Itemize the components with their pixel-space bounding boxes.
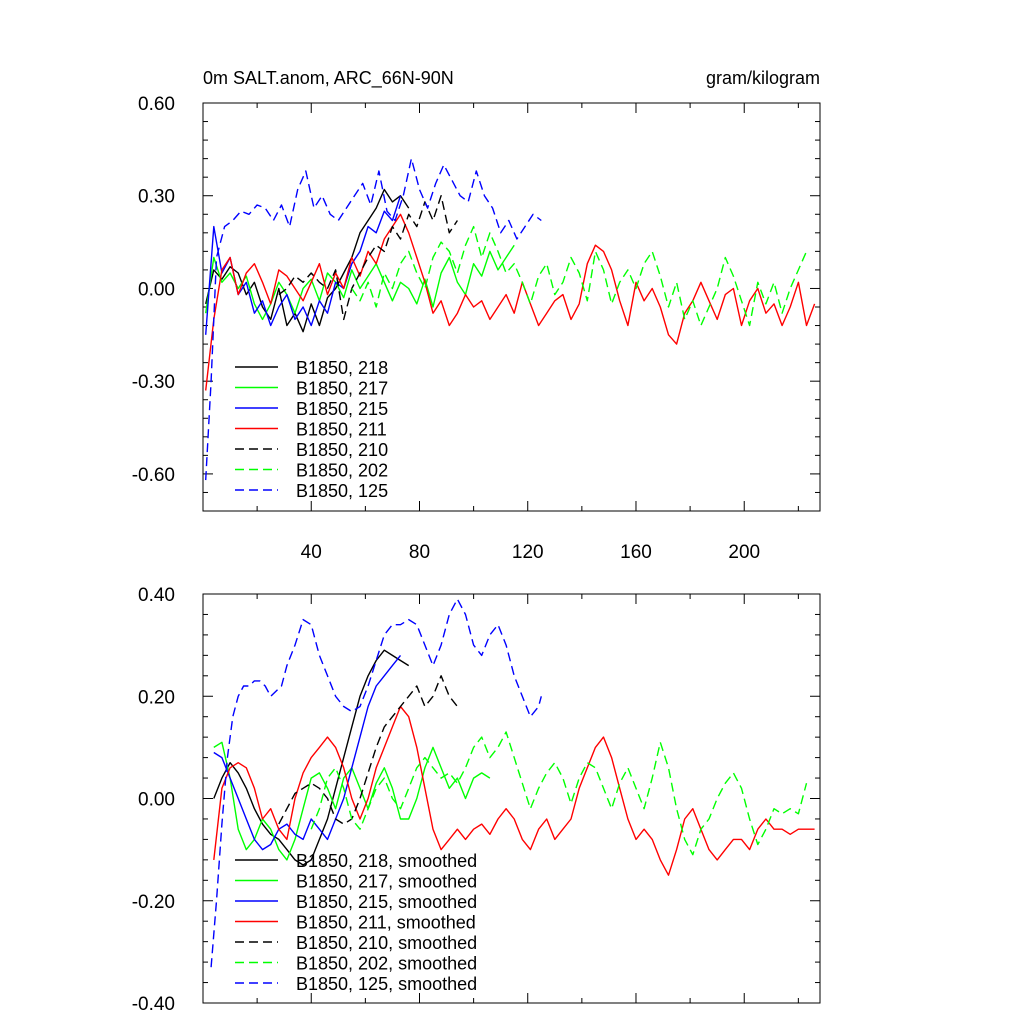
legend-label: B1850, 210 [296,440,388,460]
axis-ticks [203,102,820,512]
top-chart-title: 0m SALT.anom, ARC_66N-90N [203,68,454,89]
x-tick-label: 160 [620,542,652,563]
y-tick-label: 0.00 [138,279,175,300]
legend-label: B1850, 218, smoothed [296,851,477,871]
series-line-3 [205,213,816,391]
y-tick-label: 0.40 [138,585,175,606]
y-tick-label: -0.20 [132,892,175,913]
y-tick-label: -0.30 [132,372,175,393]
legend-label: B1850, 202 [296,461,388,481]
x-tick-label: 80 [409,542,430,563]
y-tick-label: 0.60 [138,94,175,115]
legend-label: B1850, 215, smoothed [296,892,477,912]
series-line-0 [213,649,410,866]
y-tick-label: 0.30 [138,187,175,208]
series-line-3 [213,705,815,876]
legend-label: B1850, 218 [296,358,388,378]
x-tick-label: 40 [301,542,322,563]
y-tick-label: 0.20 [138,687,175,708]
series-line-0 [205,188,410,333]
legend-label: B1850, 217, smoothed [296,872,477,892]
legend-label: B1850, 215 [296,399,388,419]
legend-label: B1850, 125 [296,481,388,501]
y-tick-label: -0.60 [132,465,175,486]
series-line-4 [278,194,458,321]
y-tick-label: 0.00 [138,790,175,811]
series-line-4 [278,675,458,825]
axis-ticks [203,593,820,1004]
legend-label: B1850, 211, smoothed [296,913,476,933]
series-line-1 [205,244,515,321]
legend-label: B1850, 210, smoothed [296,933,477,953]
series-line-1 [213,741,491,861]
legend-label: B1850, 125, smoothed [296,974,477,994]
x-tick-label: 120 [512,542,544,563]
series-line-5 [310,731,808,856]
x-tick-label: 200 [728,542,760,563]
series-line-6 [205,157,542,481]
top-chart: 0.60 0.30 0.00 -0.30 -0.60 40 80 120 160 200 B1850… [132,94,821,563]
y-tick-label: -0.40 [132,994,175,1015]
series-line-5 [351,225,808,327]
legend-label: B1850, 202, smoothed [296,954,477,974]
series-line-2 [213,654,402,851]
bottom-chart: 0.40 0.20 0.00 -0.20 -0.40 B1850, 218, smooth… [132,585,821,1015]
series-line-6 [210,598,542,968]
legend-label: B1850, 211 [296,420,387,440]
legend-label: B1850, 217 [296,379,388,399]
top-chart-units: gram/kilogram [706,68,820,88]
